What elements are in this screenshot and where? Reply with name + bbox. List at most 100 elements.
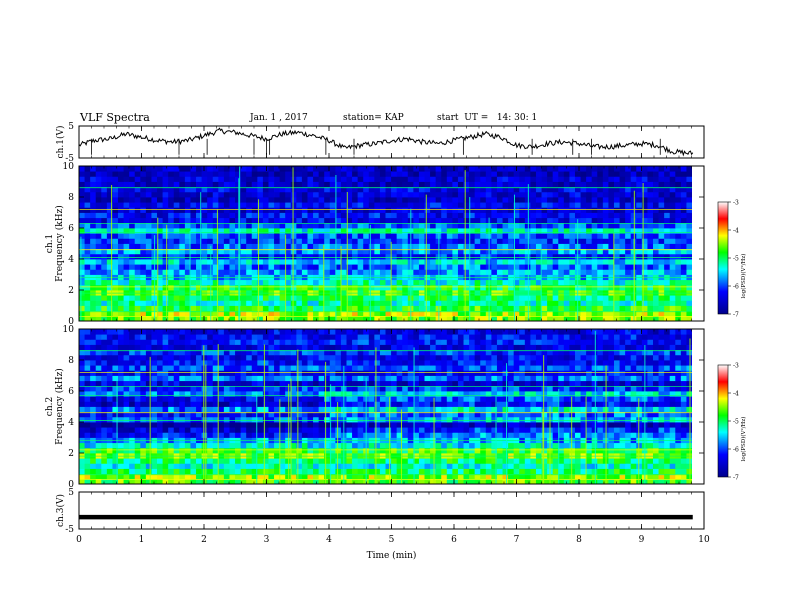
spectrogram-cell — [368, 458, 375, 464]
spectrogram-cell — [563, 269, 570, 275]
spectrogram-cell — [630, 478, 637, 485]
spectrogram-cell — [625, 217, 632, 224]
spectrogram-cell — [235, 463, 242, 469]
spectrogram-cell — [296, 217, 303, 224]
spectrogram-cell — [558, 315, 565, 322]
spectrogram-cell — [586, 315, 593, 322]
spectrogram-cell — [480, 295, 487, 301]
spectrogram-cell — [457, 186, 464, 193]
spectrogram-cell — [552, 284, 559, 291]
spectrogram-cell — [196, 197, 202, 203]
spectrogram-cell — [106, 248, 113, 255]
spectrogram-cell — [491, 463, 498, 469]
spectrogram-cell — [474, 171, 481, 177]
spectrogram-cell — [290, 243, 297, 250]
spectrogram-cell — [569, 233, 576, 239]
spectrogram-cell — [346, 310, 353, 317]
spectrogram-cell — [162, 171, 169, 177]
spectrogram-cell — [469, 202, 476, 208]
spectrogram-cell — [513, 259, 520, 265]
spectrogram-cell — [396, 478, 403, 485]
spectrogram-cell — [396, 222, 403, 229]
spectrogram-cell — [201, 217, 208, 224]
spectrogram-cell — [184, 305, 191, 312]
spectrogram-cell — [168, 222, 175, 229]
spectrogram-cell — [346, 305, 353, 312]
spectrogram-cell — [669, 191, 676, 198]
spectrogram-cell — [329, 305, 336, 312]
spectrogram-cell — [123, 228, 130, 234]
spectrogram-cell — [396, 295, 403, 301]
spectrogram-cell — [95, 269, 102, 275]
spectrogram-cell — [346, 300, 353, 306]
spectrogram-cell — [457, 217, 464, 224]
spectrogram-cell — [251, 171, 258, 177]
spectrogram-cell — [207, 473, 214, 480]
spectrogram-cell — [474, 264, 481, 270]
spectrogram-cell — [162, 295, 169, 301]
spectrogram-cell — [285, 310, 292, 317]
spectrogram-cell — [196, 478, 202, 485]
spectrogram-cell — [652, 315, 659, 322]
y-tick-label: 2 — [68, 286, 74, 296]
spectrogram-cell — [140, 295, 147, 301]
spectrogram-cell — [613, 264, 620, 270]
spectrogram-cell — [95, 166, 102, 172]
spectrogram-cell — [307, 207, 314, 213]
spectrogram-cell — [664, 248, 671, 255]
spectrogram-cell — [641, 197, 648, 203]
spectrogram-cell — [463, 166, 470, 172]
spectrogram-cell — [413, 238, 420, 244]
spectrogram-cell — [658, 191, 665, 198]
spectrogram-cell — [558, 468, 565, 475]
spectrogram-cell — [530, 427, 537, 433]
spectrogram-cell — [151, 197, 158, 203]
spectrogram-cell — [352, 191, 359, 198]
spectrogram-cell — [541, 458, 548, 464]
spectrogram-cell — [463, 463, 470, 469]
spectrogram-cell — [647, 442, 654, 449]
spectrogram-cell — [246, 427, 253, 433]
spectrogram-cell — [597, 478, 604, 485]
spectrogram-cell — [379, 238, 386, 244]
spectrogram-cell — [602, 181, 609, 188]
spectrogram-cell — [335, 447, 342, 454]
spectrogram-cell — [586, 279, 593, 286]
spectrogram-cell — [547, 310, 554, 317]
spectrogram-cell — [469, 468, 476, 475]
spectrogram-cell — [240, 473, 247, 480]
spectrogram-cell — [134, 253, 141, 260]
spectrogram-cell — [669, 233, 676, 239]
spectrogram-cell — [480, 315, 487, 322]
spectrogram-cell — [424, 222, 431, 229]
spectrogram-cell — [535, 478, 542, 485]
spectrogram-cell — [379, 422, 386, 428]
spectrogram-cell — [201, 447, 208, 454]
spectrogram-cell — [613, 197, 620, 203]
spectrogram-cell — [246, 238, 253, 244]
spectrogram-cell — [262, 473, 269, 480]
spectrogram-cell — [418, 315, 425, 322]
spectrogram-cell — [290, 176, 297, 182]
spectrogram-cell — [480, 186, 487, 193]
spectrogram-cell — [196, 300, 202, 306]
spectrogram-cell — [669, 468, 676, 475]
spectrogram-cell — [79, 264, 85, 270]
spectrogram-cell — [636, 447, 643, 454]
spectrogram-cell — [547, 191, 554, 198]
spectrogram-cell — [558, 186, 565, 193]
spectrogram-cell — [307, 442, 314, 449]
spectrogram-cell — [625, 279, 632, 286]
spectrogram-cell — [552, 217, 559, 224]
spectrogram-cell — [374, 197, 381, 203]
spectrogram-cell — [591, 463, 598, 469]
spectrogram-cell — [519, 279, 526, 286]
spectrogram-cell — [251, 305, 258, 312]
spectrogram-cell — [541, 176, 548, 182]
spectrogram-cell — [368, 248, 375, 255]
spectrogram-cell — [118, 458, 124, 464]
spectrogram-cell — [602, 166, 609, 172]
spectrogram-cell — [173, 217, 180, 224]
spectrogram-cell — [474, 422, 481, 428]
spectrogram-cell — [597, 197, 604, 203]
